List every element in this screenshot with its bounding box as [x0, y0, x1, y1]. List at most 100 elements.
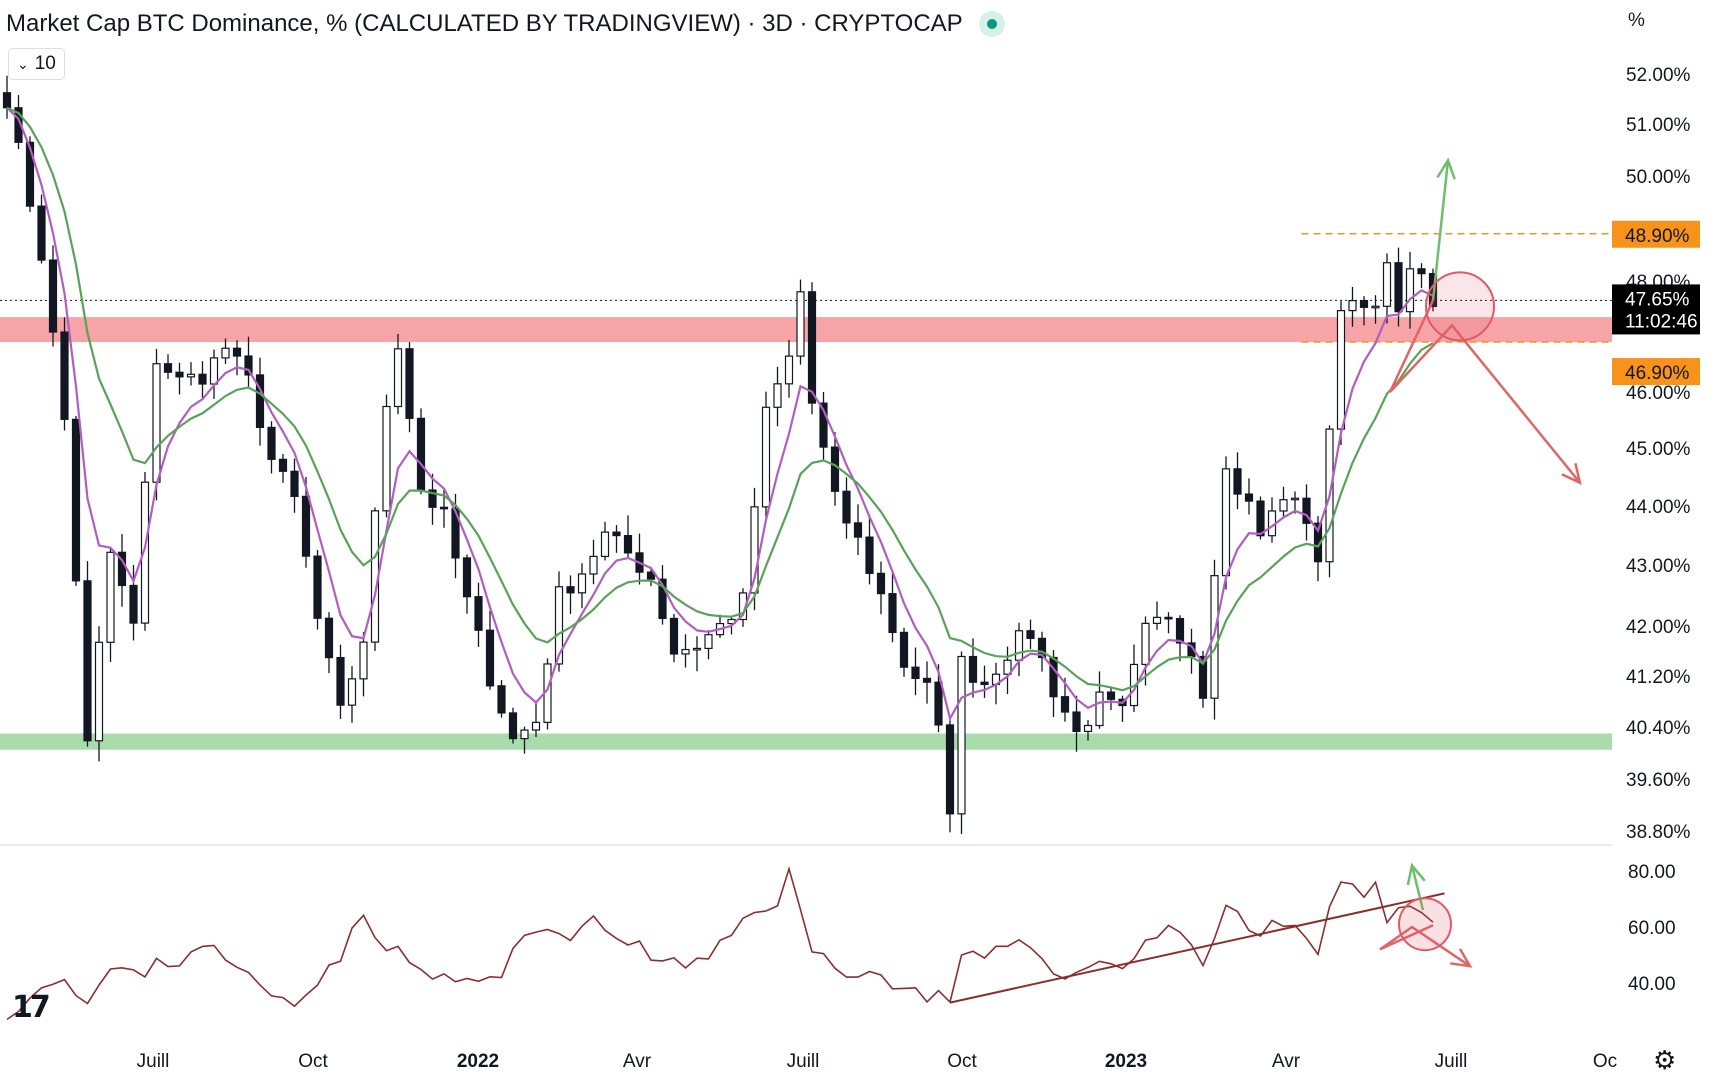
- candle-body: [451, 508, 460, 559]
- candle-body: [209, 357, 219, 385]
- candle-body: [1359, 300, 1369, 308]
- candle-body: [853, 522, 863, 538]
- candle-body: [911, 666, 920, 680]
- candle-body: [945, 724, 955, 815]
- candle-body: [577, 573, 587, 594]
- tradingview-logo-icon[interactable]: 17: [12, 990, 51, 1025]
- candle-body: [1221, 468, 1231, 577]
- candle-body: [669, 617, 679, 655]
- candle-body: [175, 371, 184, 378]
- candle-body: [876, 572, 886, 595]
- candle-body: [232, 347, 242, 357]
- candle-body: [566, 586, 575, 594]
- candle-body: [485, 629, 495, 687]
- candle-body: [1141, 622, 1150, 666]
- rsi-bear-arrow-head: [1450, 948, 1473, 968]
- candle-body: [94, 641, 104, 742]
- candle-body: [773, 383, 782, 408]
- candle-body: [1198, 655, 1208, 699]
- candle-body: [1095, 691, 1104, 727]
- candle-body: [508, 712, 518, 740]
- price-axis-tick: 38.80%: [1626, 822, 1691, 843]
- candle-body: [865, 536, 874, 574]
- candle-body: [750, 506, 759, 594]
- candle-body: [405, 348, 414, 419]
- candle-body: [152, 363, 161, 483]
- candle-body: [301, 495, 311, 557]
- candle-body: [554, 586, 564, 665]
- candle-body: [163, 363, 173, 373]
- rsi-axis-tick: 80.00: [1628, 862, 1676, 883]
- candle-body: [25, 141, 35, 207]
- price-axis-tick: 43.00%: [1626, 556, 1691, 577]
- indicator-count: 10: [34, 53, 56, 74]
- candle-body: [1026, 630, 1035, 639]
- price-axis-tick: 40.40%: [1626, 718, 1691, 739]
- bottom-level-badge-text: 46.90%: [1625, 363, 1690, 384]
- candle-body: [692, 647, 702, 651]
- candle-body: [1152, 616, 1162, 624]
- candle-body: [462, 557, 472, 598]
- candle-body: [255, 374, 265, 428]
- candle-body: [1003, 659, 1012, 675]
- settings-gear-icon[interactable]: ⚙: [1653, 1045, 1677, 1075]
- top-level-badge: [1612, 220, 1700, 248]
- candle-body: [612, 531, 621, 537]
- candle-body: [221, 347, 230, 359]
- candle-body: [60, 331, 69, 420]
- rsi-trendline: [949, 892, 1445, 1004]
- candle-body: [623, 534, 633, 554]
- chart-title: Market Cap BTC Dominance, % (CALCULATED …: [6, 10, 963, 37]
- price-axis-tick: 51.00%: [1626, 115, 1691, 136]
- bear-scenario-arrow: [1388, 299, 1581, 484]
- candle-body: [48, 259, 58, 333]
- market-status-icon: [978, 11, 1005, 37]
- top-level-badge-text: 48.90%: [1625, 226, 1690, 247]
- candle-body: [1382, 262, 1392, 307]
- price-axis-unit: %: [1628, 10, 1645, 31]
- candle-body: [1336, 310, 1346, 430]
- price-axis-tick: 41.20%: [1626, 667, 1691, 688]
- candle-body: [980, 681, 989, 686]
- price-axis-tick: 45.00%: [1626, 439, 1691, 460]
- price-axis-tick: 44.00%: [1626, 497, 1691, 518]
- candle-body: [761, 406, 771, 508]
- rsi-bear-arrow: [1379, 924, 1471, 968]
- candle-body: [83, 580, 92, 742]
- candle-body: [830, 446, 840, 492]
- candle-body: [428, 489, 437, 508]
- candle-body: [37, 205, 46, 261]
- candle-body: [336, 657, 345, 706]
- candle-body: [198, 373, 207, 385]
- candle-body: [129, 584, 138, 624]
- candle-body: [520, 729, 529, 740]
- slow-moving-average: [6, 106, 1434, 692]
- time-axis-label: Oct: [298, 1051, 328, 1072]
- time-axis-label: Oct: [947, 1051, 977, 1072]
- candle-body: [347, 678, 357, 706]
- candle-body: [244, 355, 253, 376]
- candle-body: [393, 348, 403, 408]
- rsi-bull-arrow: [1410, 865, 1425, 911]
- time-axis-label: Juill: [137, 1051, 170, 1072]
- candle-body: [796, 291, 805, 357]
- time-axis-label: Avr: [1272, 1051, 1301, 1072]
- last-price-badge: [1612, 284, 1700, 335]
- candle-body: [2, 92, 12, 109]
- candle-body: [1083, 724, 1093, 732]
- highlight-circle: [1425, 271, 1495, 342]
- candle-body: [186, 373, 196, 378]
- support-zone: [0, 733, 1612, 750]
- indicator-collapse-button[interactable]: ⌄ 10: [8, 48, 65, 80]
- candle-body: [1371, 305, 1380, 309]
- chart-header: Market Cap BTC Dominance, % (CALCULATED …: [6, 10, 1005, 38]
- candle-body: [278, 458, 288, 472]
- time-axis-label: 2022: [457, 1051, 499, 1072]
- candle-body: [600, 531, 610, 558]
- rsi-highlight-circle: [1398, 897, 1452, 952]
- candle-body: [382, 405, 391, 512]
- candle-body: [658, 578, 667, 620]
- candle-body: [842, 490, 851, 524]
- price-axis-tick: 39.60%: [1626, 770, 1691, 791]
